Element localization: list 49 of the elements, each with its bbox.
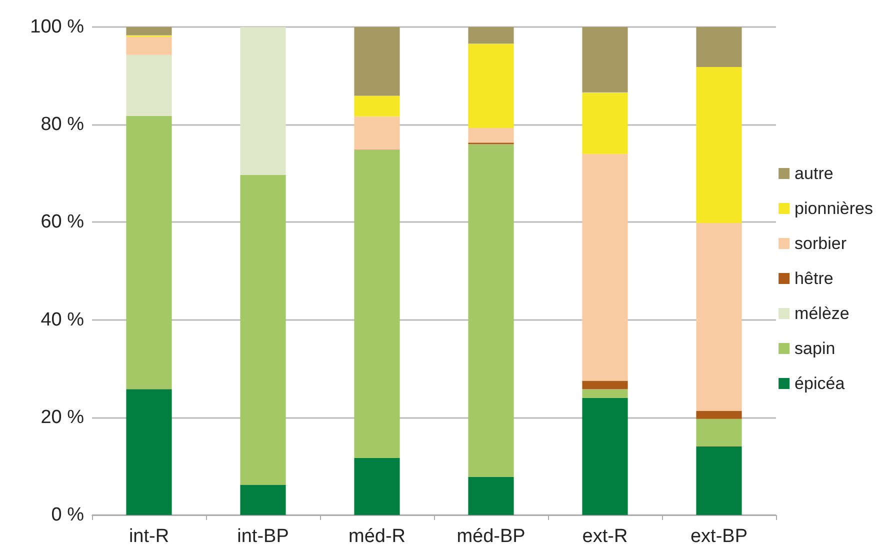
x-tick-label: ext-R [582, 526, 628, 547]
y-tick-label: 20 % [40, 406, 84, 428]
bar [582, 27, 628, 92]
y-tick-label: 40 % [40, 309, 84, 330]
bar [696, 446, 742, 515]
x-tick-label: ext-BP [690, 526, 748, 547]
bar [468, 476, 514, 515]
bar [240, 174, 286, 485]
bar [468, 27, 514, 44]
bar [696, 411, 742, 419]
y-tick-label: 100 % [30, 16, 84, 38]
x-tick-label: int-R [128, 526, 170, 547]
bar [468, 128, 514, 143]
legend-label: mélèze [794, 304, 850, 323]
bar [126, 27, 172, 36]
bar [354, 96, 400, 116]
bar [126, 54, 172, 116]
bar [354, 116, 400, 150]
y-tick-label: 0 % [51, 504, 84, 526]
bar [126, 36, 172, 55]
legend-label: épicéa [794, 374, 846, 393]
x-tick-label: méd-R [348, 526, 406, 547]
legend-label: hêtre [794, 269, 834, 288]
bar [240, 27, 286, 175]
bar [354, 458, 400, 515]
bar [126, 116, 172, 390]
bar [468, 44, 514, 128]
bar [354, 27, 400, 96]
y-tick-label: 80 % [40, 114, 84, 136]
bar [582, 92, 628, 154]
bar [696, 418, 742, 446]
legend-label: pionnières [794, 199, 874, 218]
bar [582, 389, 628, 398]
x-tick-label: int-BP [237, 526, 289, 547]
bar [468, 144, 514, 477]
x-tick-label: méd-BP [456, 526, 526, 547]
bar [354, 149, 400, 458]
bar [582, 380, 628, 390]
bar [696, 27, 742, 68]
bar [126, 389, 172, 515]
bar [582, 154, 628, 381]
legend-label: autre [794, 164, 834, 183]
bar [582, 398, 628, 515]
bar [696, 67, 742, 223]
legend-label: sapin [794, 339, 836, 358]
bar [696, 222, 742, 412]
y-tick-label: 60 % [40, 212, 84, 233]
bar [240, 484, 286, 515]
legend-label: sorbier [794, 234, 847, 253]
